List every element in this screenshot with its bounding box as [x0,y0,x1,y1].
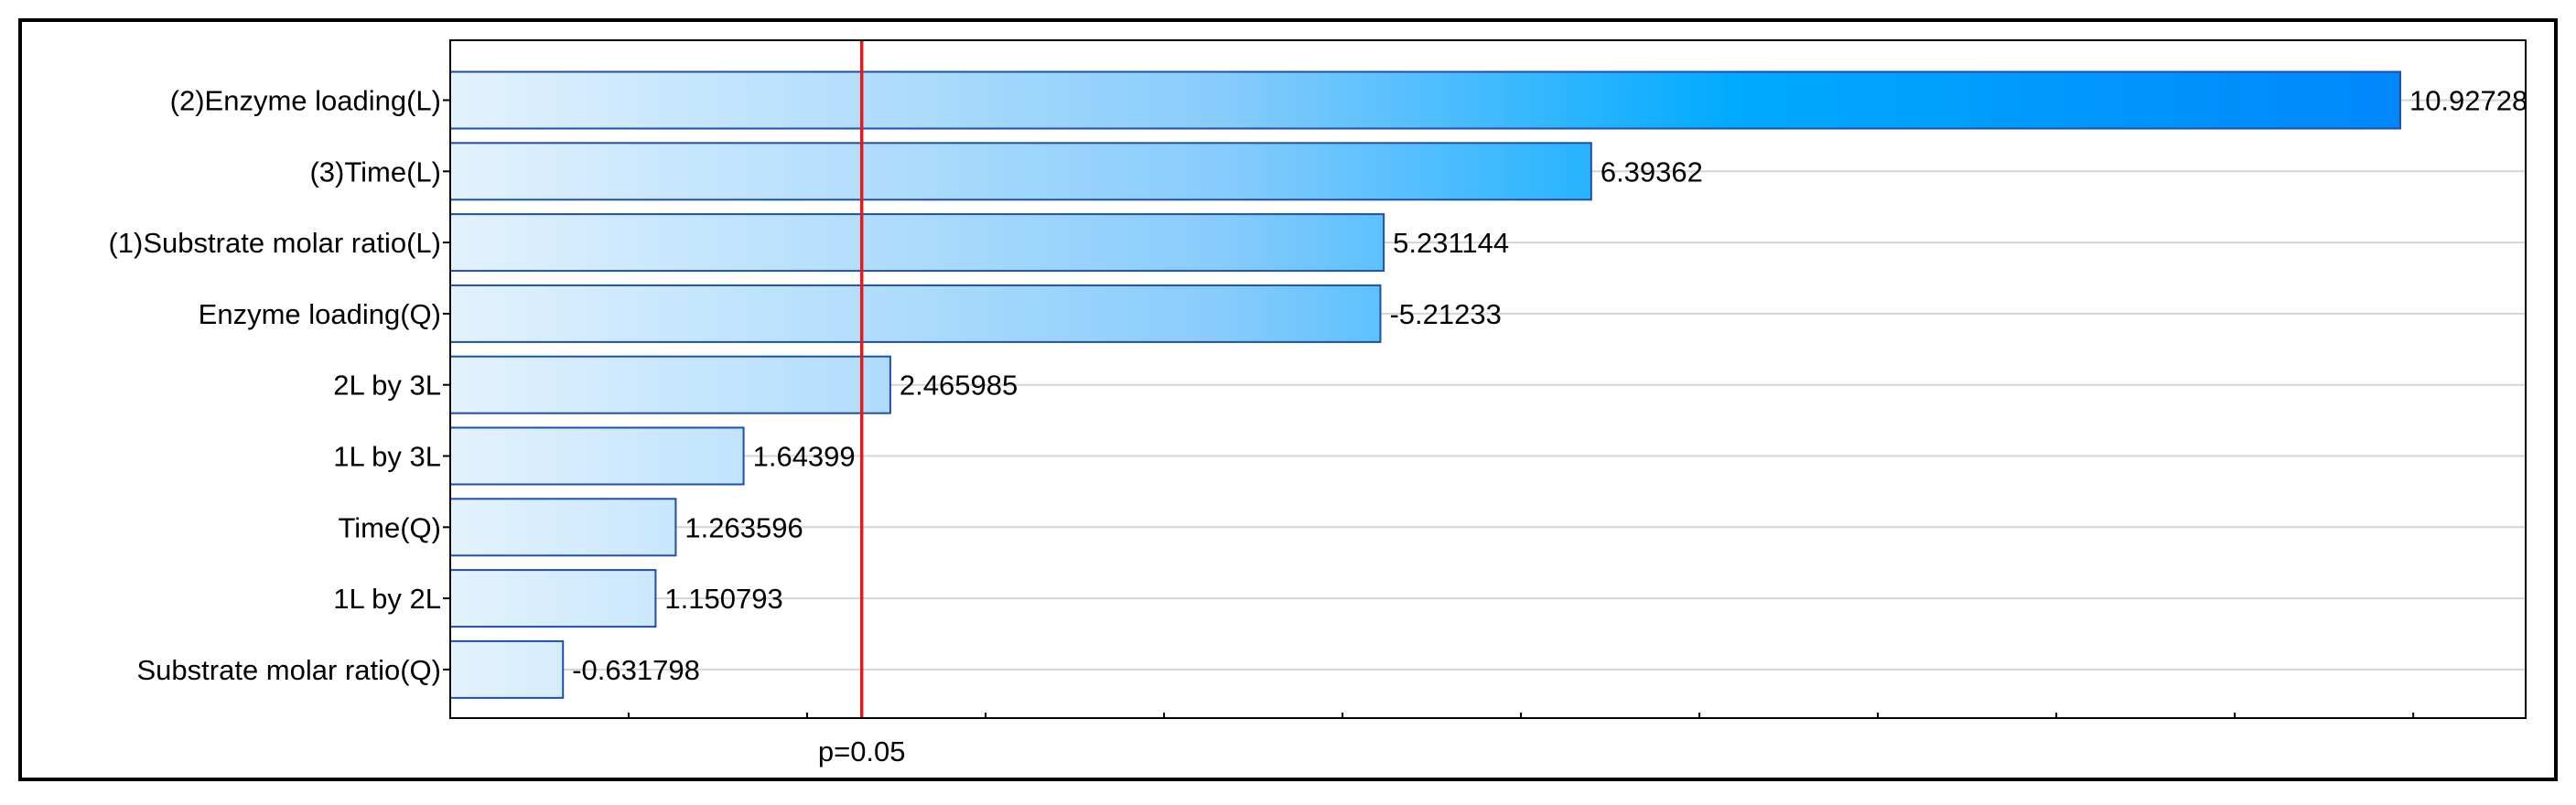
category-label: Enzyme loading(Q) [199,298,441,330]
bar-value-label: 1.150793 [664,583,782,615]
bar-value-label: -0.631798 [572,654,700,686]
category-label: 2L by 3L [333,370,441,402]
bar-value-label: 10.92728 [2409,85,2527,117]
bar [449,284,1382,343]
label-layer: 10.92728 (2)Enzyme loading(L) 6.39362 (3)Ti… [108,85,2527,768]
bar-layer [449,70,2401,699]
bar [449,213,1385,273]
category-label: Substrate molar ratio(Q) [137,654,442,686]
bar [449,70,2401,130]
bar-value-label: 6.39362 [1601,156,1703,188]
bar-value-label: 2.465985 [900,370,1018,402]
bar-value-label: 1.263596 [684,511,803,543]
category-label: (1)Substrate molar ratio(L) [108,227,441,259]
axis-layer [443,39,2527,719]
bar [449,639,565,699]
category-label: (2)Enzyme loading(L) [170,85,441,117]
bar-value-label: 1.64399 [753,441,856,473]
bar [449,142,1592,201]
bar [449,569,657,628]
bar [449,355,891,414]
bar-value-label: 5.231144 [1393,227,1509,259]
category-label: 1L by 2L [333,583,441,615]
plot-frame [449,39,2527,719]
category-label: 1L by 3L [333,441,441,473]
category-label: (3)Time(L) [309,156,441,188]
bar [449,426,745,486]
bar [449,498,677,557]
category-label: Time(Q) [339,511,442,543]
bar-value-label: -5.21233 [1389,298,1501,330]
significance-label: p=0.05 [818,735,906,767]
